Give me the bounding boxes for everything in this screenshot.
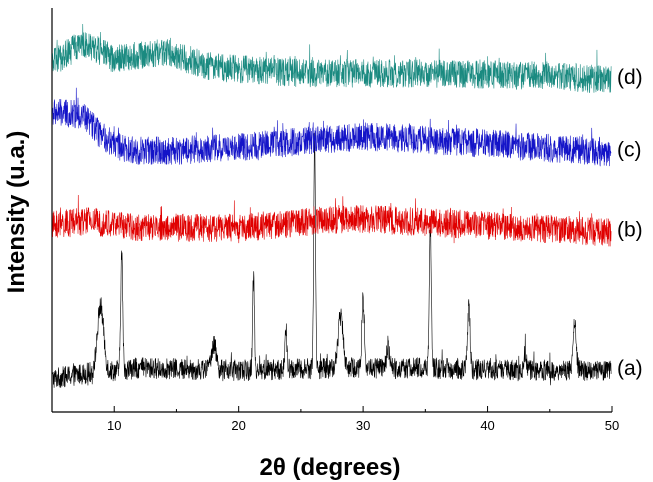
series-label-a: (a) — [617, 357, 643, 380]
series-label-d: (d) — [617, 66, 643, 89]
plot-frame — [51, 8, 612, 413]
series-line-b — [52, 194, 612, 247]
x-tick-label: 40 — [480, 418, 494, 433]
series-line-d — [52, 24, 612, 94]
x-tick-label: 10 — [107, 418, 121, 433]
series-labels: (a) (b) (c) (d) — [617, 66, 643, 380]
x-tick-label: 20 — [231, 418, 245, 433]
x-ticks: 10 20 30 40 50 — [51, 406, 619, 433]
series-label-b: (b) — [617, 218, 643, 241]
series-line-c — [52, 87, 612, 167]
series-label-c: (c) — [617, 139, 642, 162]
series-layer — [52, 24, 612, 388]
x-tick-label: 30 — [356, 418, 370, 433]
x-axis-title: 2θ (degrees) — [259, 454, 400, 481]
x-tick-label: 50 — [605, 418, 619, 433]
y-axis-title: Intensity (u.a.) — [3, 131, 30, 294]
series-line-a — [52, 132, 612, 388]
